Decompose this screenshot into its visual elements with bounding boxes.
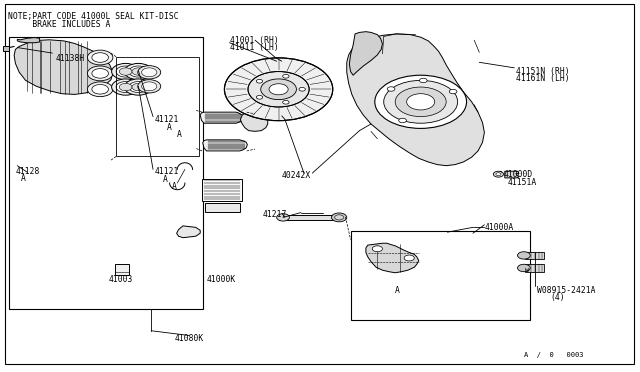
Circle shape <box>88 50 113 65</box>
Circle shape <box>138 80 161 93</box>
Circle shape <box>124 63 152 80</box>
Bar <box>525 264 544 272</box>
Polygon shape <box>366 243 419 273</box>
Circle shape <box>332 213 347 222</box>
Polygon shape <box>505 171 519 178</box>
Circle shape <box>419 78 427 83</box>
Circle shape <box>276 214 289 221</box>
Circle shape <box>299 87 305 91</box>
Circle shape <box>92 84 108 94</box>
Circle shape <box>248 71 309 107</box>
Circle shape <box>132 83 145 91</box>
Text: NOTE;PART CODE 41000L SEAL KIT-DISC: NOTE;PART CODE 41000L SEAL KIT-DISC <box>8 12 179 22</box>
Text: BRAKE INCLUDES A: BRAKE INCLUDES A <box>8 20 110 29</box>
Bar <box>351 231 531 320</box>
Circle shape <box>111 79 140 95</box>
Circle shape <box>496 173 501 176</box>
Bar <box>116 57 199 157</box>
Text: 41000A: 41000A <box>484 223 514 232</box>
Circle shape <box>404 255 414 261</box>
Circle shape <box>138 65 161 79</box>
Text: 41003: 41003 <box>109 275 133 283</box>
Text: (4): (4) <box>550 293 565 302</box>
Circle shape <box>269 84 288 95</box>
Circle shape <box>119 68 132 75</box>
Text: 41161N (LH): 41161N (LH) <box>516 74 570 83</box>
Circle shape <box>119 83 132 91</box>
Circle shape <box>88 66 113 81</box>
Polygon shape <box>349 32 383 75</box>
Circle shape <box>92 53 108 62</box>
Text: 41121: 41121 <box>154 167 179 176</box>
Text: 41011 (LH): 41011 (LH) <box>230 43 278 52</box>
Circle shape <box>257 96 262 99</box>
Polygon shape <box>203 140 247 151</box>
Text: 41121: 41121 <box>154 115 179 124</box>
Text: 41000D: 41000D <box>504 170 532 179</box>
Circle shape <box>335 215 344 220</box>
Circle shape <box>141 68 157 77</box>
Text: A: A <box>177 130 182 139</box>
Text: 41000K: 41000K <box>207 275 236 283</box>
Circle shape <box>260 79 296 100</box>
Text: A: A <box>172 182 177 191</box>
Text: A  /  0   0003: A / 0 0003 <box>524 352 584 358</box>
Circle shape <box>493 171 504 177</box>
Bar <box>115 263 129 275</box>
Text: 41138H: 41138H <box>56 54 85 63</box>
Polygon shape <box>3 46 9 51</box>
Circle shape <box>88 82 113 97</box>
Text: W08915-2421A: W08915-2421A <box>537 286 595 295</box>
Text: 41151A: 41151A <box>508 178 537 187</box>
Circle shape <box>375 75 467 128</box>
Text: 41128: 41128 <box>15 167 40 176</box>
Bar <box>525 252 544 259</box>
Circle shape <box>384 80 458 123</box>
Text: 41217: 41217 <box>262 210 287 219</box>
Text: 40242X: 40242X <box>282 171 311 180</box>
Polygon shape <box>347 34 484 166</box>
Circle shape <box>225 58 333 121</box>
Text: A: A <box>395 286 400 295</box>
Polygon shape <box>17 38 40 43</box>
Circle shape <box>141 82 157 91</box>
Text: A: A <box>163 175 168 184</box>
Circle shape <box>406 94 435 110</box>
Circle shape <box>283 74 289 78</box>
Polygon shape <box>202 179 243 201</box>
Circle shape <box>518 264 531 272</box>
Circle shape <box>129 66 148 77</box>
Circle shape <box>92 68 108 78</box>
Circle shape <box>116 81 135 93</box>
Polygon shape <box>241 110 268 131</box>
Circle shape <box>124 79 152 95</box>
Circle shape <box>116 66 135 77</box>
Polygon shape <box>200 112 244 123</box>
Circle shape <box>387 87 395 91</box>
Circle shape <box>518 252 531 259</box>
Circle shape <box>257 79 262 83</box>
Circle shape <box>449 89 457 94</box>
Circle shape <box>399 118 406 123</box>
Text: A: A <box>20 174 26 183</box>
Polygon shape <box>14 40 113 94</box>
Text: A: A <box>167 123 172 132</box>
Text: 41151N (RH): 41151N (RH) <box>516 67 570 76</box>
Circle shape <box>132 68 145 75</box>
Circle shape <box>129 81 148 93</box>
Text: W: W <box>525 269 529 273</box>
Circle shape <box>395 87 446 116</box>
Circle shape <box>372 246 383 252</box>
Bar <box>278 215 339 220</box>
Circle shape <box>111 63 140 80</box>
Bar <box>9 37 204 309</box>
Polygon shape <box>177 226 200 238</box>
Circle shape <box>283 100 289 104</box>
Text: 41080K: 41080K <box>175 334 204 343</box>
Polygon shape <box>205 203 241 212</box>
Text: 41001 (RH): 41001 (RH) <box>230 36 278 45</box>
